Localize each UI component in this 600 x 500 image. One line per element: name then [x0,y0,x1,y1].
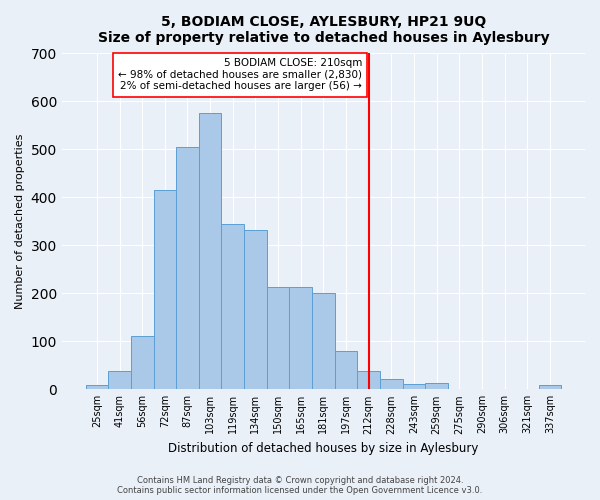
Bar [380,378,403,390]
Bar [358,371,380,390]
Y-axis label: Number of detached properties: Number of detached properties [15,134,25,309]
Bar [289,287,312,390]
Bar [176,147,199,390]
Bar [221,224,244,390]
Bar [267,287,289,390]
Bar [199,114,221,390]
Text: Contains HM Land Registry data © Crown copyright and database right 2024.
Contai: Contains HM Land Registry data © Crown c… [118,476,482,495]
Bar [108,371,131,390]
Title: 5, BODIAM CLOSE, AYLESBURY, HP21 9UQ
Size of property relative to detached house: 5, BODIAM CLOSE, AYLESBURY, HP21 9UQ Siz… [98,15,549,45]
Bar [403,384,425,390]
Bar [312,294,335,390]
Text: 5 BODIAM CLOSE: 210sqm
← 98% of detached houses are smaller (2,830)
2% of semi-d: 5 BODIAM CLOSE: 210sqm ← 98% of detached… [118,58,362,92]
Bar [335,351,358,390]
Bar [86,386,108,390]
Bar [539,384,561,390]
Bar [131,336,154,390]
Bar [244,230,267,390]
X-axis label: Distribution of detached houses by size in Aylesbury: Distribution of detached houses by size … [168,442,479,455]
Bar [425,383,448,390]
Bar [154,190,176,390]
